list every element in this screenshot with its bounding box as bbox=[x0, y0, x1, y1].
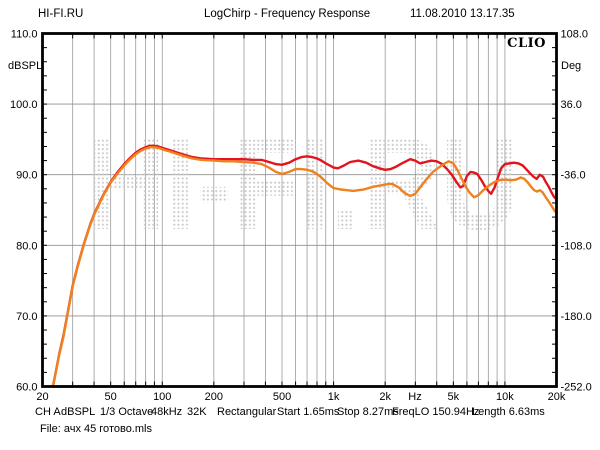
x-axis-tick-label: 20k bbox=[548, 391, 566, 403]
x-axis-tick-label: 2k bbox=[379, 391, 391, 403]
file-name-label: File: ачх 45 готово.mls bbox=[40, 423, 152, 435]
x-axis-tick-label: 50 bbox=[105, 391, 117, 403]
curve-response-orange bbox=[51, 146, 557, 387]
status-start-time: Start 1.65ms bbox=[277, 406, 340, 418]
axis-tick-labels: 20 50 100 200 500 1k 2k 5k 10k 20k 110.0 100.0 90.0 8… bbox=[10, 29, 592, 404]
plot-frame bbox=[41, 32, 558, 388]
left-axis-tick-label: 110.0 bbox=[11, 29, 38, 41]
x-axis-tick-label: 5k bbox=[448, 391, 460, 403]
axis-tick-marks bbox=[42, 33, 557, 387]
page-title: LogChirp - Frequency Response bbox=[204, 8, 371, 20]
left-axis-unit-label: dBSPL bbox=[8, 60, 42, 72]
left-axis-tick-label: 80.0 bbox=[16, 240, 37, 252]
right-axis-tick-label: -108.0 bbox=[561, 240, 592, 252]
left-axis-tick-label: 100.0 bbox=[10, 99, 38, 111]
header-site-label: HI-FI.RU bbox=[38, 8, 84, 20]
response-curves bbox=[51, 144, 557, 387]
right-axis-tick-label: 36.0 bbox=[561, 99, 582, 111]
status-unit: dBSPL bbox=[61, 406, 96, 418]
right-axis-unit-label: Deg bbox=[561, 60, 581, 72]
x-axis-tick-label: 1k bbox=[328, 391, 340, 403]
status-length: Length 6.63ms bbox=[472, 406, 545, 418]
watermark-dotted-text: HI-FI.RU bbox=[86, 110, 520, 257]
x-axis-tick-label: 500 bbox=[273, 391, 291, 403]
right-axis-tick-label: 108.0 bbox=[561, 29, 589, 41]
status-smoothing: 1/3 Octave bbox=[100, 406, 154, 418]
x-axis-unit-label: Hz bbox=[408, 391, 421, 403]
status-samplerate: 48kHz bbox=[151, 406, 183, 418]
clio-logo: CLIO bbox=[507, 36, 546, 51]
status-channel: CH A bbox=[35, 406, 61, 418]
left-axis-tick-label: 70.0 bbox=[16, 311, 37, 323]
status-window: Rectangular bbox=[217, 406, 277, 418]
left-axis-tick-label: 90.0 bbox=[16, 170, 37, 182]
status-freqlo: FreqLO 150.94Hz bbox=[392, 406, 480, 418]
status-stop-time: Stop 8.27ms bbox=[337, 406, 399, 418]
right-axis-tick-label: -36.0 bbox=[561, 170, 586, 182]
header-datetime: 11.08.2010 13.17.35 bbox=[410, 8, 515, 20]
x-axis-tick-label: 100 bbox=[153, 391, 171, 403]
left-axis-tick-label: 60.0 bbox=[16, 382, 37, 394]
status-fft-size: 32K bbox=[187, 406, 207, 418]
x-axis-tick-label: 200 bbox=[205, 391, 223, 403]
right-axis-tick-label: -180.0 bbox=[561, 311, 592, 323]
x-axis-tick-label: 10k bbox=[496, 391, 514, 403]
x-axis-tick-label: 20 bbox=[36, 391, 48, 403]
right-axis-tick-label: -252.0 bbox=[561, 382, 592, 394]
grid-lines bbox=[42, 33, 557, 387]
